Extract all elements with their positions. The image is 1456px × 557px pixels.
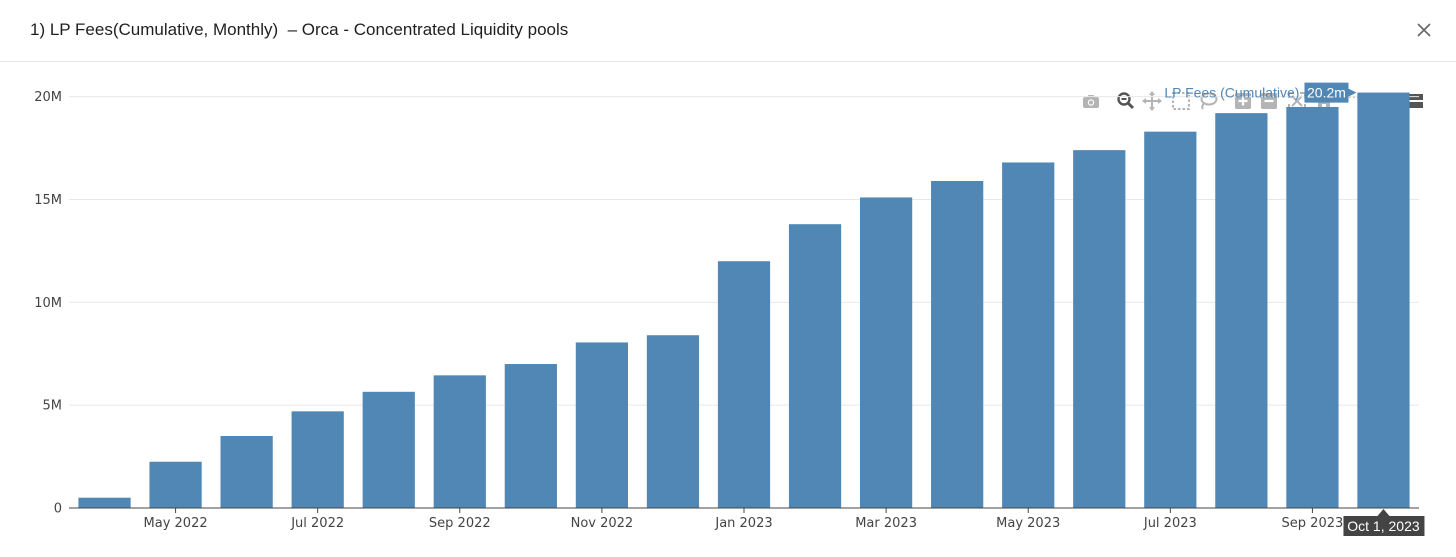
bar[interactable] — [788, 224, 842, 509]
modal-header: 1) LP Fees(Cumulative, Monthly) – Orca -… — [0, 0, 1456, 62]
x-tick-label: Jan 2023 — [714, 516, 772, 531]
x-tick-label: May 2023 — [996, 516, 1060, 531]
close-icon — [1417, 23, 1431, 37]
bar[interactable] — [362, 391, 415, 508]
hover-value-tooltip: LP Fees (Cumulative) 20.2m — [1164, 82, 1357, 103]
bar[interactable] — [717, 261, 771, 508]
bar[interactable] — [1002, 162, 1055, 508]
bar[interactable] — [149, 461, 202, 508]
y-tick-label: 5M — [43, 399, 63, 414]
bar[interactable] — [1073, 150, 1126, 508]
bar[interactable] — [1357, 92, 1410, 508]
x-tick-label: Jul 2023 — [1143, 516, 1197, 531]
zoom-icon[interactable] — [1115, 90, 1137, 112]
hover-x-label: Oct 1, 2023 — [1347, 518, 1420, 534]
hover-tooltip: LP Fees (Cumulative) 20.2m Oct 1, 2023 — [1164, 82, 1425, 536]
bar[interactable] — [1286, 106, 1339, 508]
x-tick-label: Mar 2023 — [855, 516, 917, 531]
bar[interactable] — [859, 197, 913, 509]
hover-x-box — [1343, 509, 1425, 536]
pan-icon[interactable] — [1141, 90, 1163, 112]
bar-chart: 0 5M 10M 15M 20M May 2022 Jul 2022 Sep 2022 Nov… — [34, 82, 1425, 536]
lasso-select-icon[interactable] — [1197, 90, 1219, 112]
bar[interactable] — [1215, 113, 1268, 508]
y-tick-label: 20M — [34, 90, 62, 105]
hover-value-label: 20.2m — [1307, 85, 1346, 101]
x-tick-label: Jul 2022 — [290, 516, 344, 531]
x-tick-label: Nov 2022 — [571, 516, 634, 531]
bar[interactable] — [1144, 131, 1197, 508]
bar[interactable] — [78, 497, 131, 508]
hover-x-tooltip: Oct 1, 2023 — [1343, 509, 1425, 536]
y-tick-label: 0 — [54, 502, 62, 517]
x-axis: May 2022 Jul 2022 Sep 2022 Nov 2022 Jan 2023… — [144, 508, 1344, 531]
y-tick-label: 10M — [34, 296, 62, 311]
close-button[interactable] — [1414, 20, 1434, 40]
modal-title: 1) LP Fees(Cumulative, Monthly) – Orca -… — [30, 20, 569, 39]
bar[interactable] — [220, 436, 273, 508]
bar[interactable] — [575, 342, 629, 508]
bar[interactable] — [433, 375, 486, 508]
box-select-icon[interactable] — [1170, 90, 1192, 112]
bars — [78, 92, 1410, 509]
x-tick-label: Sep 2022 — [429, 516, 491, 531]
bar[interactable] — [504, 364, 557, 508]
hover-value-box — [1304, 82, 1357, 103]
y-tick-label: 15M — [34, 193, 62, 208]
bar[interactable] — [291, 411, 344, 508]
x-tick-label: Sep 2023 — [1282, 516, 1344, 531]
x-tick-label: May 2022 — [144, 516, 208, 531]
bar[interactable] — [646, 335, 700, 508]
bar[interactable] — [931, 181, 984, 508]
hover-series-label: LP Fees (Cumulative) — [1164, 85, 1299, 101]
